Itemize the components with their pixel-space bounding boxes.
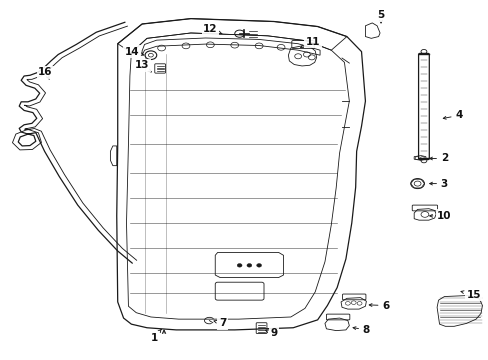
Text: 6: 6 bbox=[368, 301, 389, 311]
Text: 11: 11 bbox=[300, 37, 319, 48]
Text: 12: 12 bbox=[203, 24, 222, 35]
Text: 9: 9 bbox=[265, 328, 277, 338]
Text: 8: 8 bbox=[352, 325, 369, 335]
Text: 15: 15 bbox=[460, 290, 480, 300]
Text: 1: 1 bbox=[150, 329, 161, 343]
Text: 16: 16 bbox=[38, 67, 53, 79]
Text: 13: 13 bbox=[135, 60, 151, 72]
Circle shape bbox=[256, 264, 261, 267]
Text: 10: 10 bbox=[429, 211, 451, 221]
Text: 4: 4 bbox=[442, 111, 462, 121]
Text: 7: 7 bbox=[214, 319, 226, 328]
Text: 5: 5 bbox=[377, 10, 384, 23]
Circle shape bbox=[237, 264, 242, 267]
Circle shape bbox=[246, 264, 251, 267]
Text: 2: 2 bbox=[429, 153, 447, 163]
Text: 14: 14 bbox=[125, 46, 143, 57]
Text: 3: 3 bbox=[429, 179, 447, 189]
